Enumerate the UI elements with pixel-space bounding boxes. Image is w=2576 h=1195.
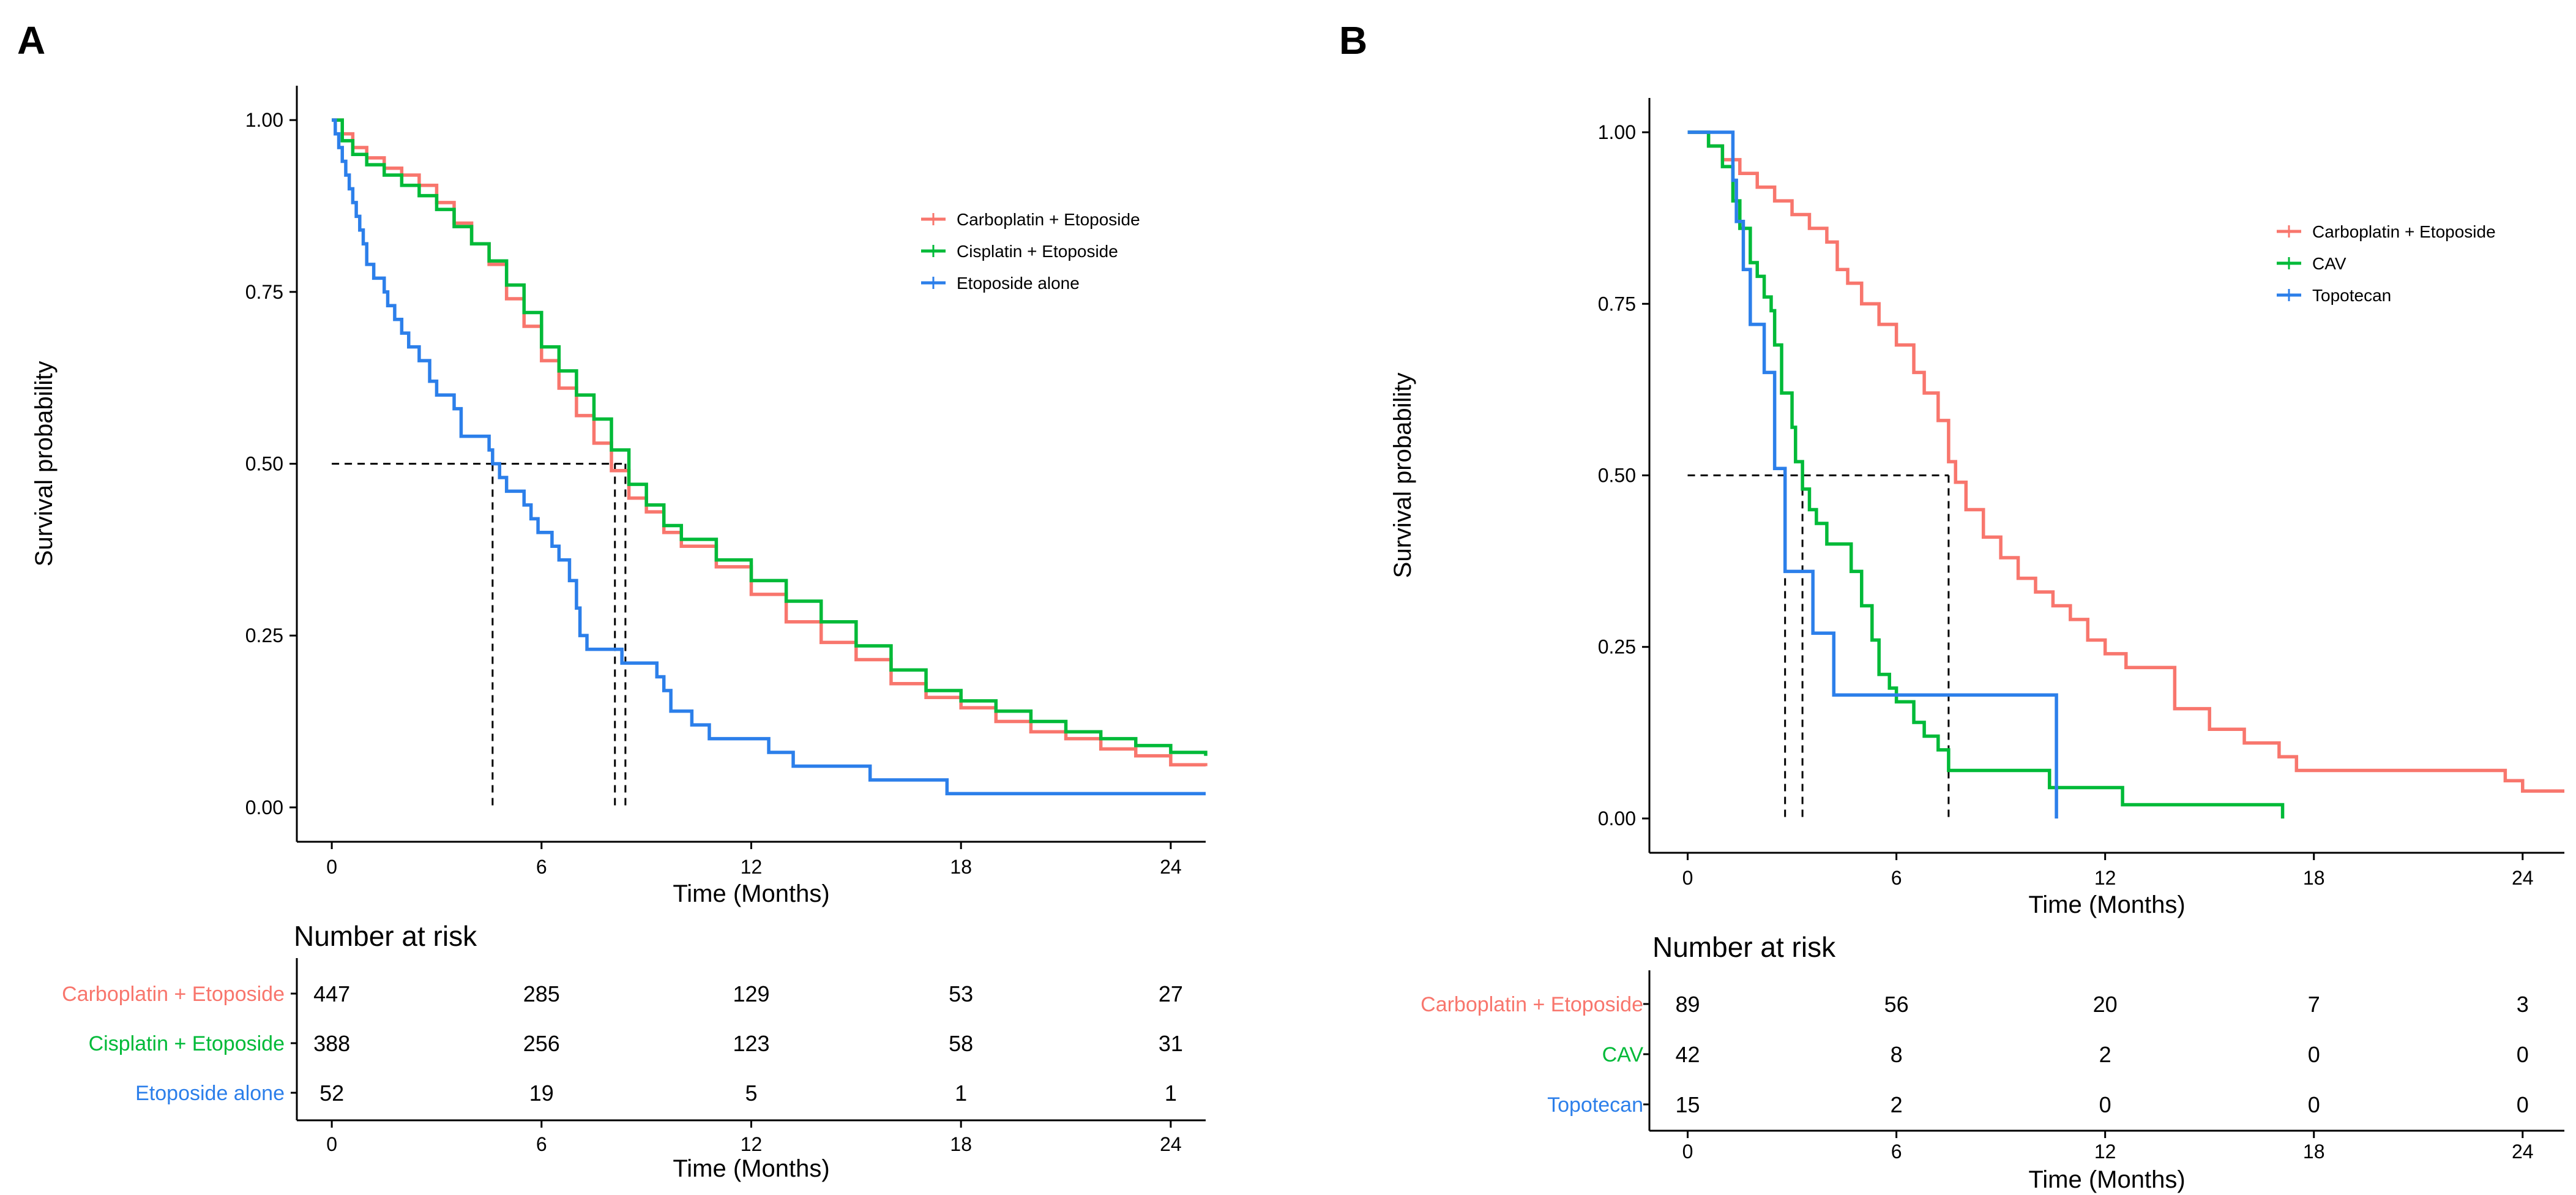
risk-count: 256 (523, 1031, 560, 1056)
risk-count: 2 (2099, 1042, 2111, 1067)
risk-count: 58 (949, 1031, 973, 1056)
risk-row-label: Carboplatin + Etoposide (1421, 993, 1643, 1016)
survival-curve-2 (1687, 130, 2285, 819)
risk-x-tick-label: 12 (2094, 1141, 2116, 1163)
survival-curve-1 (1687, 130, 2564, 793)
legend-label: Cisplatin + Etoposide (957, 242, 1118, 261)
risk-count: 1 (955, 1081, 967, 1106)
risk-count: 0 (2517, 1042, 2529, 1067)
y-tick-label: 1.00 (1598, 121, 1636, 143)
survival-curve-3 (1687, 130, 2058, 819)
risk-count: 89 (1676, 992, 1700, 1017)
risk-x-tick-label: 6 (1891, 1141, 1902, 1163)
risk-count: 52 (319, 1081, 344, 1106)
risk-x-tick-label: 12 (741, 1133, 763, 1155)
y-axis-title: Survival probability (1389, 373, 1416, 579)
y-tick-label: 0.00 (245, 796, 283, 819)
risk-row-label: Etoposide alone (135, 1082, 285, 1105)
risk-x-tick-label: 24 (2512, 1141, 2534, 1163)
risk-count: 388 (313, 1031, 350, 1056)
y-tick-label: 0.00 (1598, 807, 1636, 830)
y-tick-label: 0.50 (1598, 465, 1636, 487)
risk-count: 53 (949, 981, 973, 1006)
risk-count: 129 (733, 981, 769, 1006)
risk-x-tick-label: 0 (326, 1133, 337, 1155)
risk-row-label: Topotecan (1547, 1093, 1643, 1117)
risk-count: 2 (1891, 1092, 1903, 1117)
risk-x-tick-label: 6 (536, 1133, 547, 1155)
y-tick-label: 0.75 (1598, 293, 1636, 315)
risk-count: 0 (2308, 1042, 2320, 1067)
risk-row-label: CAV (1602, 1043, 1644, 1066)
risk-count: 19 (529, 1081, 554, 1106)
risk-count: 0 (2099, 1092, 2111, 1117)
risk-x-tick-label: 18 (950, 1133, 972, 1155)
y-tick-label: 0.25 (245, 624, 283, 646)
risk-count: 123 (733, 1031, 769, 1056)
legend-label: CAV (2312, 254, 2346, 273)
x-tick-label: 6 (1891, 867, 1902, 889)
risk-count: 0 (2517, 1092, 2529, 1117)
y-axis-title: Survival probability (31, 361, 58, 567)
risk-count: 42 (1676, 1042, 1700, 1067)
risk-count: 31 (1159, 1031, 1183, 1056)
risk-x-tick-label: 18 (2303, 1141, 2325, 1163)
panel-b: B 0.00 0.25 0.50 0.75 1.00 0 6 12 18 24 Time (Month… (1339, 18, 2564, 1193)
legend-label: Carboplatin + Etoposide (2312, 222, 2496, 241)
x-tick-label: 18 (2303, 867, 2325, 889)
survival-curve-3 (332, 118, 1206, 796)
risk-count: 15 (1676, 1092, 1700, 1117)
risk-count: 20 (2093, 992, 2118, 1017)
x-tick-label: 6 (536, 856, 547, 878)
x-tick-label: 0 (1682, 867, 1693, 889)
risk-x-tick-label: 0 (1682, 1141, 1693, 1163)
y-tick-label: 0.50 (245, 453, 283, 475)
x-tick-label: 12 (2094, 867, 2116, 889)
risk-count: 1 (1165, 1081, 1177, 1106)
risk-x-axis-title: Time (Months) (673, 1155, 829, 1182)
survival-curve-2 (332, 118, 1208, 756)
panel-letter: B (1339, 18, 1367, 62)
risk-x-tick-label: 24 (1160, 1133, 1182, 1155)
legend-label: Topotecan (2312, 286, 2391, 305)
x-axis-title: Time (Months) (673, 880, 829, 907)
x-tick-label: 0 (326, 856, 337, 878)
y-tick-label: 0.25 (1598, 636, 1636, 658)
risk-row-label: Cisplatin + Etoposide (89, 1032, 285, 1055)
x-tick-label: 24 (1160, 856, 1182, 878)
risk-x-axis-title: Time (Months) (2028, 1166, 2185, 1193)
x-tick-label: 18 (950, 856, 972, 878)
risk-count: 5 (745, 1081, 757, 1106)
risk-row-label: Carboplatin + Etoposide (62, 983, 285, 1006)
risk-count: 7 (2308, 992, 2320, 1017)
risk-count: 27 (1159, 981, 1183, 1006)
x-axis-title: Time (Months) (2028, 891, 2185, 918)
x-tick-label: 12 (741, 856, 763, 878)
risk-table-title: Number at risk (294, 920, 477, 952)
risk-table-title: Number at risk (1652, 931, 1836, 963)
risk-count: 8 (1891, 1042, 1903, 1067)
x-tick-label: 24 (2512, 867, 2534, 889)
legend-label: Carboplatin + Etoposide (957, 210, 1140, 229)
legend-label: Etoposide alone (957, 274, 1080, 293)
risk-count: 56 (1884, 992, 1909, 1017)
y-tick-label: 1.00 (245, 109, 283, 131)
y-tick-label: 0.75 (245, 281, 283, 303)
risk-count: 447 (313, 981, 350, 1006)
risk-count: 285 (523, 981, 560, 1006)
risk-count: 3 (2517, 992, 2529, 1017)
panel-letter: A (17, 18, 45, 62)
risk-count: 0 (2308, 1092, 2320, 1117)
panel-a: A 0.00 0.25 0.50 0.75 1.00 0 6 12 18 24 Time (Month… (17, 18, 1208, 1182)
